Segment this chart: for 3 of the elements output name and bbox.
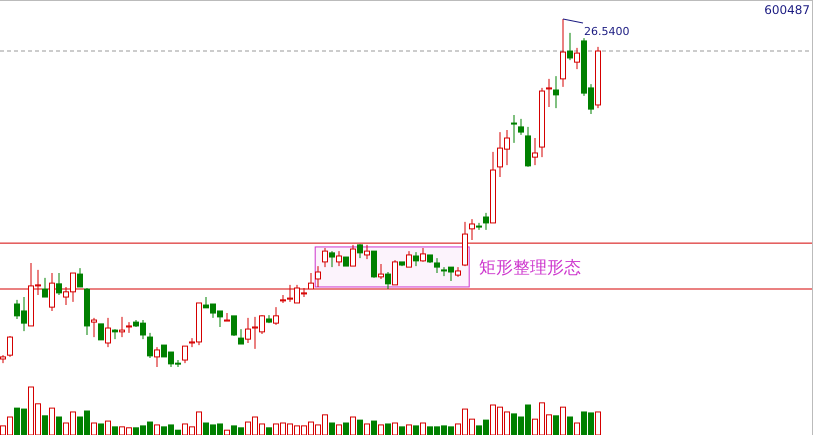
band-label: 矩形整理形态 bbox=[479, 258, 582, 278]
text: 600487 bbox=[764, 3, 810, 17]
annotation: 26.5400 bbox=[584, 25, 630, 38]
